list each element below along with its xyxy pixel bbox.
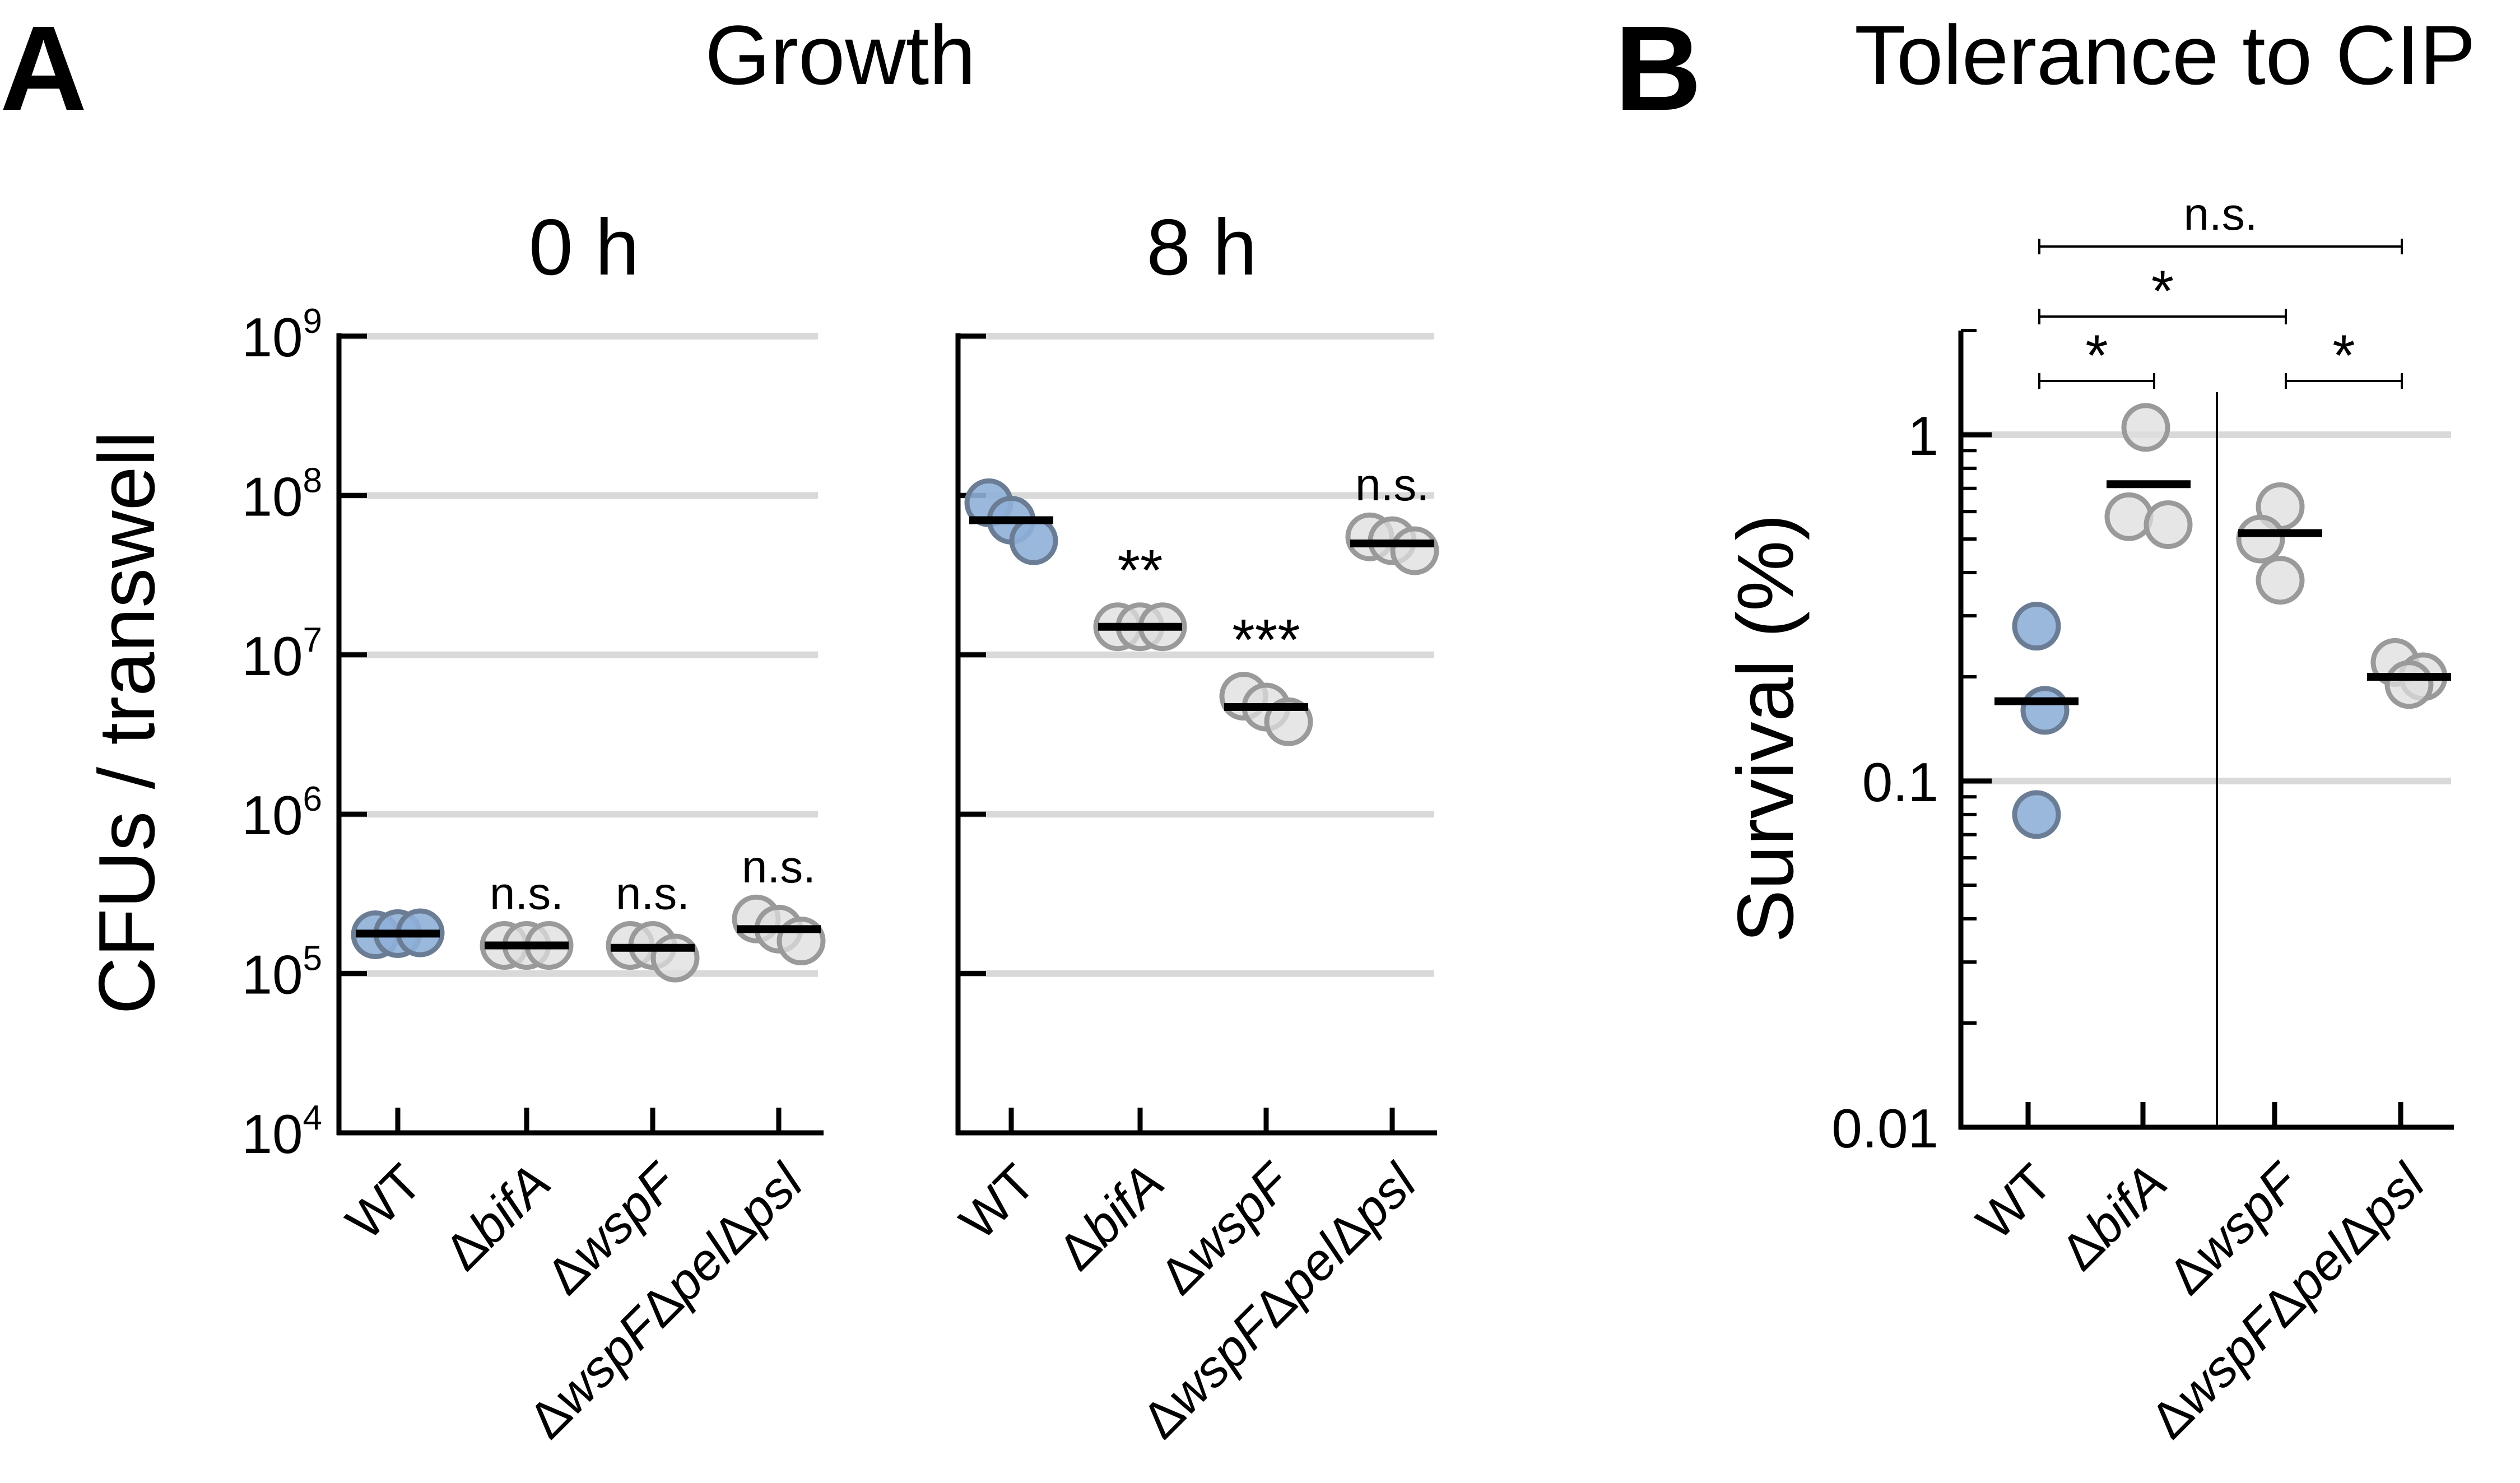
y-tick-label-4: 108 xyxy=(242,461,323,527)
panel-b-ylabel: Survival (%) xyxy=(1721,514,1810,942)
data-point xyxy=(2020,686,2070,735)
x-tick-label-0: WT xyxy=(336,1154,433,1250)
data-point xyxy=(2121,403,2170,452)
x-tick-label-part: WT xyxy=(1966,1154,2063,1250)
data-point xyxy=(650,933,700,983)
significance-label: n.s. xyxy=(1355,459,1429,510)
y-tick-base: 10 xyxy=(242,944,303,1006)
y-tick-exponent: 5 xyxy=(303,940,322,978)
y-tick-base: 10 xyxy=(242,1103,303,1165)
data-point xyxy=(2384,660,2434,709)
x-tick-label-0: WT xyxy=(1966,1154,2063,1250)
y-tick-base: 10 xyxy=(242,466,303,527)
data-point xyxy=(2012,790,2061,839)
significance-label: *** xyxy=(1232,608,1300,673)
y-tick-label-0: 104 xyxy=(242,1099,323,1165)
significance-label: ** xyxy=(1118,538,1163,603)
panel-b-title: Tolerance to CIP xyxy=(1854,8,2476,102)
y-tick-exponent: 9 xyxy=(303,302,322,341)
y-tick-exponent: 7 xyxy=(303,621,322,659)
comparison-label: n.s. xyxy=(2183,189,2257,240)
y-tick-label-1: 0.1 xyxy=(1862,751,1938,813)
y-tick-label-5: 109 xyxy=(242,302,323,368)
x-tick-label-part: WT xyxy=(336,1154,433,1250)
x-tick-label-0: WT xyxy=(949,1154,1046,1250)
significance-label: n.s. xyxy=(742,842,816,892)
y-tick-label-2: 106 xyxy=(242,780,323,846)
x-tick-label-part: WT xyxy=(949,1154,1046,1250)
y-tick-base: 10 xyxy=(242,784,303,846)
data-point xyxy=(2236,514,2285,564)
y-tick-exponent: 8 xyxy=(303,461,322,500)
y-tick-label-1: 105 xyxy=(242,940,323,1006)
comparison-label: * xyxy=(2151,259,2174,324)
data-point xyxy=(2144,500,2193,549)
data-point xyxy=(1009,516,1058,565)
subplot-title: 8 h xyxy=(1146,203,1257,292)
panel-b-letter: B xyxy=(1615,1,1701,136)
data-point xyxy=(2256,556,2305,605)
subplot-title: 0 h xyxy=(529,203,639,292)
x-tick-label-1: ΔbifA xyxy=(2050,1154,2178,1281)
data-point xyxy=(2104,492,2154,541)
y-tick-label-3: 107 xyxy=(242,621,323,687)
y-tick-exponent: 4 xyxy=(303,1099,322,1137)
y-tick-base: 10 xyxy=(242,625,303,687)
comparison-label: * xyxy=(2332,323,2355,388)
data-point xyxy=(2012,602,2061,651)
y-tick-base: 10 xyxy=(242,306,303,368)
data-point xyxy=(1390,526,1439,575)
y-tick-exponent: 6 xyxy=(303,780,322,819)
comparison-label: * xyxy=(2085,323,2108,388)
panel-a-ylabel: CFUs / transwell xyxy=(82,431,171,1015)
y-tick-label-0: 0.01 xyxy=(1831,1098,1938,1159)
significance-label: n.s. xyxy=(616,868,690,919)
significance-label: n.s. xyxy=(490,868,564,919)
panel-a-letter: A xyxy=(0,1,87,136)
y-tick-label-2: 1 xyxy=(1908,405,1938,467)
panel-a-title: Growth xyxy=(705,8,975,102)
